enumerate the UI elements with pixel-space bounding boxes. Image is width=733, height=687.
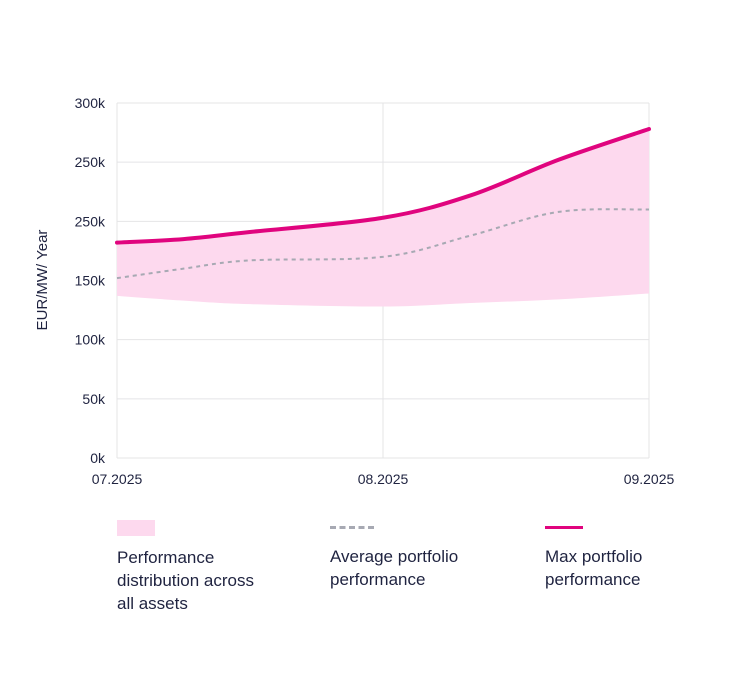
- legend-item-max: Max portfolio performance: [545, 520, 642, 591]
- average-performance-line: [116, 208, 650, 280]
- series-lines-group: [115, 127, 651, 280]
- x-tick-label: 07.2025: [92, 471, 143, 487]
- chart-axes: 0k 50k 100k 150k 250k 250k 300k 07.2025 08.2025 0…: [75, 95, 675, 487]
- y-tick-label: 250k: [75, 154, 106, 170]
- x-tick-label: 08.2025: [358, 471, 409, 487]
- legend-swatch-band: [117, 520, 155, 536]
- max-performance-line: [115, 127, 651, 245]
- y-tick-label: 250k: [75, 213, 106, 229]
- legend-label-max: Max portfolio performance: [545, 547, 643, 589]
- y-tick-label: 150k: [75, 273, 106, 289]
- legend-label-average: Average portfolio performance: [330, 547, 459, 589]
- x-tick-label: 09.2025: [624, 471, 675, 487]
- legend-item-average: Average portfolio performance: [330, 520, 458, 591]
- y-tick-label: 100k: [75, 332, 106, 348]
- y-axis-title: EUR/MW/ Year: [34, 230, 51, 331]
- legend-swatch-average: [330, 526, 374, 529]
- chart-legend: Performance distribution across all asse…: [0, 520, 733, 630]
- legend-label-distribution: Performance distribution across all asse…: [117, 548, 255, 613]
- legend-item-distribution: Performance distribution across all asse…: [117, 520, 254, 615]
- y-tick-label: 50k: [82, 391, 106, 407]
- y-tick-label: 0k: [90, 450, 106, 466]
- y-tick-label: 300k: [75, 95, 106, 111]
- legend-swatch-max: [545, 526, 583, 529]
